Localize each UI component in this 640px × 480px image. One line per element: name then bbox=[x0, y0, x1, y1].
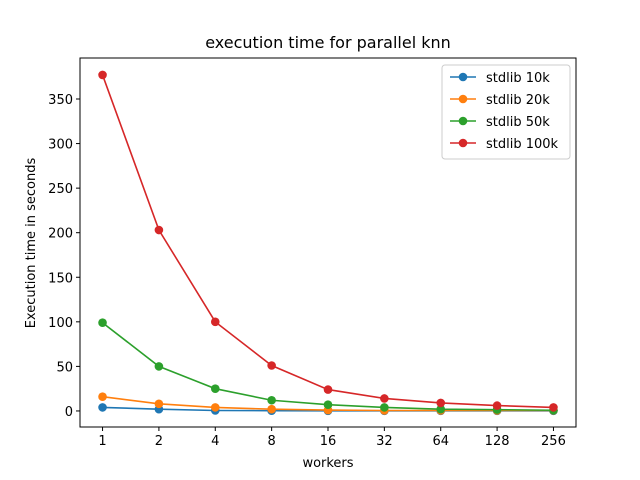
data-point bbox=[267, 361, 276, 370]
y-tick-label: 50 bbox=[56, 360, 73, 375]
data-point bbox=[98, 70, 107, 80]
legend-marker bbox=[458, 138, 468, 148]
series-stdlib-50k bbox=[98, 318, 558, 415]
legend-marker bbox=[458, 116, 468, 126]
data-point bbox=[436, 404, 446, 414]
legend-marker bbox=[458, 94, 468, 104]
legend-entry: stdlib 20k bbox=[450, 93, 550, 108]
y-tick-label: 300 bbox=[48, 138, 73, 153]
x-tick-label: 256 bbox=[541, 434, 566, 449]
data-point bbox=[154, 362, 164, 371]
legend-label: stdlib 10k bbox=[486, 71, 550, 86]
data-point bbox=[380, 394, 389, 403]
data-point bbox=[210, 384, 220, 393]
y-tick-label: 200 bbox=[48, 227, 73, 242]
data-point bbox=[98, 403, 107, 412]
legend-marker bbox=[458, 72, 468, 82]
x-tick-label: 8 bbox=[267, 434, 275, 449]
x-tick-label: 1 bbox=[98, 434, 106, 449]
y-tick-label: 350 bbox=[48, 93, 73, 108]
y-tick-label: 150 bbox=[48, 271, 73, 286]
plot-area bbox=[98, 70, 558, 416]
legend-label: stdlib 100k bbox=[486, 137, 559, 152]
legend-entry: stdlib 10k bbox=[450, 71, 550, 86]
legend-entry: stdlib 100k bbox=[450, 137, 559, 152]
data-point bbox=[323, 385, 333, 394]
x-axis-label: workers bbox=[302, 456, 353, 471]
data-point bbox=[436, 398, 446, 408]
legend-box bbox=[441, 64, 571, 160]
data-point bbox=[210, 317, 220, 327]
legend-label: stdlib 20k bbox=[486, 93, 550, 108]
data-point bbox=[323, 400, 333, 410]
data-point bbox=[380, 403, 389, 412]
legend-entry: stdlib 50k bbox=[450, 115, 550, 130]
data-point bbox=[267, 404, 276, 414]
data-point bbox=[98, 392, 107, 401]
x-tick-label: 16 bbox=[320, 434, 337, 449]
data-point bbox=[549, 403, 558, 412]
data-point bbox=[267, 395, 276, 405]
data-point bbox=[154, 399, 164, 409]
data-point bbox=[492, 401, 502, 410]
data-point bbox=[154, 225, 164, 235]
series-stdlib-100k bbox=[98, 70, 558, 412]
x-axis-ticks: 1 2 4 8 16 32 64 128 256 bbox=[98, 427, 566, 449]
y-axis-label: Execution time in seconds bbox=[24, 158, 39, 329]
x-tick-label: 128 bbox=[485, 434, 510, 449]
data-point bbox=[210, 403, 220, 412]
x-tick-label: 4 bbox=[211, 434, 219, 449]
chart-title: execution time for parallel knn bbox=[205, 33, 451, 52]
legend-label: stdlib 50k bbox=[486, 115, 550, 130]
y-tick-label: 0 bbox=[65, 405, 73, 420]
x-tick-label: 64 bbox=[432, 434, 449, 449]
data-point bbox=[98, 318, 107, 328]
x-tick-label: 32 bbox=[376, 434, 393, 449]
y-tick-label: 250 bbox=[48, 182, 73, 197]
legend: stdlib 10k stdlib 20k stdlib 50k stdlib 100… bbox=[441, 64, 571, 160]
y-axis-ticks: 0 50 100 150 200 250 300 350 bbox=[48, 93, 80, 420]
y-tick-label: 100 bbox=[48, 316, 73, 331]
x-tick-label: 2 bbox=[155, 434, 163, 449]
